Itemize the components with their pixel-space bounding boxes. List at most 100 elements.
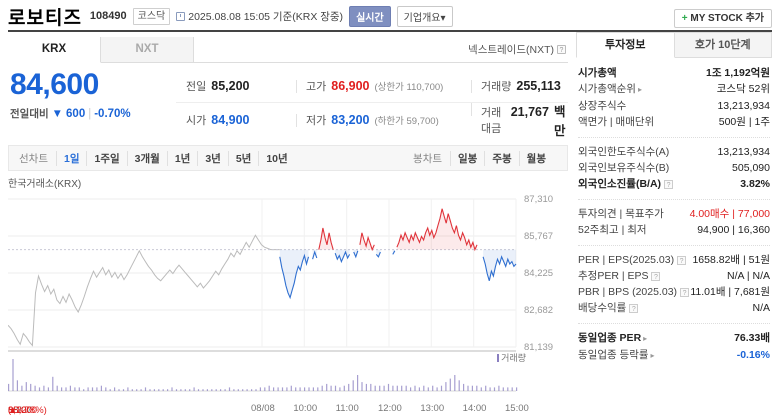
chevron-right-icon: ▸ — [650, 351, 655, 360]
info-row: 52주최고 | 최저 94,900 | 16,360 — [578, 222, 770, 238]
help-icon[interactable]: ? — [664, 180, 674, 189]
info-row-label: 시가총액순위 — [578, 83, 636, 95]
tab-investment-info[interactable]: 투자정보 — [576, 32, 675, 58]
info-row: 상장주식수 13,213,934 — [578, 98, 770, 114]
detail-high: 고가 86,900 (상한가 110,700) — [296, 78, 471, 94]
divider — [578, 137, 770, 138]
help-icon[interactable]: ? — [557, 45, 566, 54]
header-divider — [8, 30, 772, 32]
chart-source: 한국거래소(KRX) — [8, 179, 82, 190]
info-row-value: 11.01배 | 7,681원 — [690, 286, 770, 298]
help-icon[interactable]: ? — [677, 256, 687, 265]
add-my-stock-label: MY STOCK 추가 — [690, 12, 764, 24]
y-axis-tick: 81,139 — [524, 342, 553, 353]
current-day-line — [353, 250, 359, 259]
detail-prev-close: 전일 85,200 — [176, 78, 296, 94]
y-axis-tick: 85,767 — [524, 231, 553, 242]
tab-weekly-candle[interactable]: 주봉 — [484, 150, 518, 166]
add-my-stock-button[interactable]: + MY STOCK 추가 — [673, 8, 772, 28]
tab-5year[interactable]: 5년 — [227, 150, 259, 166]
info-row-value: 1조 1,192억원 — [705, 67, 770, 79]
exchange-tabs-filler: 넥스트레이드(NXT) ? — [194, 37, 568, 63]
x-axis-tick: 10:00 — [293, 403, 318, 414]
info-row-value: 500원 | 1주 — [718, 116, 770, 128]
chevron-down-icon: ▾ — [440, 12, 446, 24]
info-row-value: 76.33배 — [734, 332, 770, 344]
line-chart-group: 선차트 1일 1주일 3개월 1년 3년 5년 10년 — [9, 150, 295, 166]
price-change-divider: | — [88, 107, 92, 120]
y-axis-tick: 84,225 — [524, 268, 553, 279]
tab-3month[interactable]: 3개월 — [126, 150, 167, 166]
tab-1year[interactable]: 1년 — [166, 150, 198, 166]
info-row-label: 외국인한도주식수(A) — [578, 146, 670, 158]
y-axis-tick: 82,682 — [524, 305, 553, 316]
info-row-label: 시가총액 — [578, 67, 617, 79]
info-row: PBR | BPS (2025.03)? 11.01배 | 7,681원 — [578, 284, 770, 300]
detail-value: 84,900 — [211, 113, 250, 127]
info-row-label: 배당수익률 — [578, 302, 627, 314]
tab-1week[interactable]: 1주일 — [86, 150, 126, 166]
info-row-value: 4.00매수 | 77,000 — [689, 208, 770, 220]
tab-3year[interactable]: 3년 — [197, 150, 228, 166]
help-icon[interactable]: ? — [680, 288, 690, 297]
detail-label: 거래량 — [481, 80, 512, 93]
line-chart-title: 선차트 — [19, 152, 48, 165]
prev-legend-percent: (+3.78%) — [8, 405, 47, 416]
current-day-line — [359, 232, 375, 252]
help-icon[interactable]: ? — [651, 272, 661, 281]
divider — [578, 245, 770, 246]
realtime-button[interactable]: 실시간 — [349, 5, 391, 27]
chart-x-axis: 08/07 85,200 ▲ 3,100 (+3.78%) 08/08 10:00… — [8, 401, 568, 417]
tab-1day[interactable]: 1일 — [55, 150, 87, 166]
tab-nxt[interactable]: NXT — [101, 37, 194, 63]
detail-note: 백만 — [553, 105, 566, 138]
info-row-value: 코스닥 52위 — [716, 83, 770, 95]
info-row-label: 상장주식수 — [578, 100, 627, 112]
current-day-line — [318, 227, 334, 250]
detail-label: 거래대금 — [481, 107, 502, 135]
price-summary: 84,600 전일대비 ▼ 600 | -0.70% 전일 85,200 — [8, 69, 568, 139]
chevron-right-icon: ▸ — [643, 334, 648, 343]
nxt-note: 넥스트레이드(NXT) ? — [468, 42, 566, 57]
company-name: 로보티즈 — [8, 7, 82, 29]
volume-legend-icon — [497, 353, 500, 362]
price-chart[interactable]: 87,310 85,767 84,225 82,682 81,139 거래량 — [8, 191, 568, 401]
volume-legend-label: 거래량 — [501, 353, 526, 363]
info-row: 시가총액순위 ▸ 코스닥 52위 — [578, 81, 770, 98]
tab-daily-candle[interactable]: 일봉 — [450, 150, 484, 166]
previous-day-line — [8, 234, 280, 347]
info-row: 액면가 | 매매단위 500원 | 1주 — [578, 114, 770, 130]
info-row-label: 동일업종 등락률 — [578, 349, 649, 361]
detail-value: 255,113 — [516, 78, 561, 93]
current-day-line — [375, 251, 381, 258]
chevron-right-icon: ▸ — [637, 85, 642, 94]
chart-period-tabs: 선차트 1일 1주일 3개월 1년 3년 5년 10년 봉차트 일봉 주봉 월봉 — [8, 145, 568, 171]
tab-orderbook[interactable]: 호가 10단계 — [674, 32, 772, 58]
tab-monthly-candle[interactable]: 월봉 — [518, 150, 553, 166]
x-axis-tick: 13:00 — [420, 403, 445, 414]
help-icon[interactable]: ? — [629, 304, 639, 313]
plus-icon: + — [681, 12, 688, 24]
x-axis-tick: 15:00 — [505, 403, 529, 414]
detail-turnover: 거래대금 21,767 백만 — [471, 101, 568, 139]
header-right: + MY STOCK 추가 — [673, 8, 772, 28]
price-change-arrow: ▼ — [51, 107, 64, 120]
info-row-label: 투자의견 | 목표주가 — [578, 208, 664, 220]
detail-value: 83,200 — [331, 113, 370, 127]
company-overview-button[interactable]: 기업개요▾ — [396, 5, 453, 27]
current-day-line — [396, 208, 478, 252]
company-overview-label: 기업개요 — [403, 12, 441, 24]
page-header: 로보티즈 108490 코스닥 2025.08.08 15:05 기준(KRX … — [0, 0, 780, 29]
info-row-label: 52주최고 | 최저 — [578, 224, 647, 236]
info-row-value: 94,900 | 16,360 — [697, 224, 770, 236]
info-row-label: PBR | BPS (2025.03) — [578, 286, 678, 298]
candle-chart-group: 봉차트 일봉 주봉 월봉 — [403, 150, 567, 166]
tab-krx[interactable]: KRX — [8, 37, 101, 63]
tab-10year[interactable]: 10년 — [258, 150, 294, 166]
info-row-label: 동일업종 PER — [578, 332, 642, 344]
info-row: PER | EPS(2025.03)? 1658.82배 | 51원 — [578, 252, 770, 268]
detail-note: (하한가 59,700) — [374, 116, 439, 127]
x-axis-tick: 08/08 — [251, 403, 275, 414]
info-row: 외국인한도주식수(A) 13,213,934 — [578, 144, 770, 160]
info-row-value: 13,213,934 — [717, 100, 770, 112]
